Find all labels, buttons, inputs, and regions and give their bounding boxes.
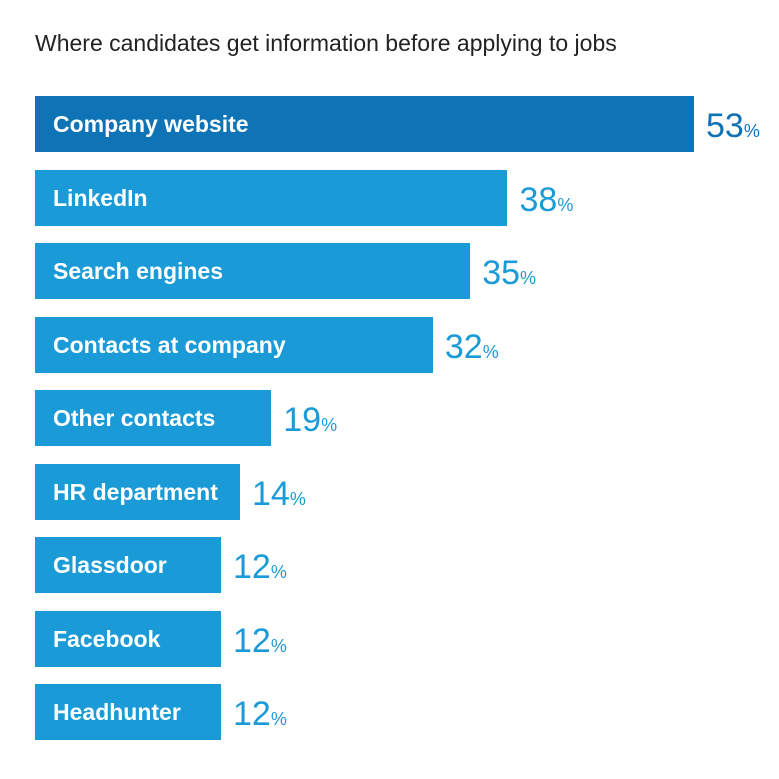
bar: Facebook xyxy=(35,610,221,667)
value-unit: % xyxy=(520,268,537,288)
value-label: 12% xyxy=(233,684,287,740)
value-number: 12 xyxy=(233,621,271,660)
chart-title: Where candidates get information before … xyxy=(35,30,617,56)
value-label: 12% xyxy=(233,611,287,667)
bar-label: Contacts at company xyxy=(53,331,286,358)
value-label: 32% xyxy=(445,317,499,373)
value-number: 38 xyxy=(519,180,558,219)
value-unit: % xyxy=(557,194,574,215)
value-unit: % xyxy=(321,415,338,435)
value-number: 35 xyxy=(482,254,521,292)
bar-label: Company website xyxy=(53,111,249,137)
value-number: 12 xyxy=(233,695,271,733)
bar-label: Headhunter xyxy=(53,699,181,725)
value-unit: % xyxy=(743,121,760,141)
value-unit: % xyxy=(482,341,499,362)
bar-label: Search engines xyxy=(53,258,224,284)
value-label: 19% xyxy=(283,390,337,446)
bar: Other contacts xyxy=(35,390,272,446)
value-number: 32 xyxy=(444,327,483,366)
value-number: 14 xyxy=(252,474,290,513)
bar: Company website xyxy=(35,96,694,152)
bar: Search engines xyxy=(35,243,471,299)
bar: HR department xyxy=(35,463,240,520)
bar-label: Other contacts xyxy=(53,405,216,431)
bar: LinkedIn xyxy=(35,169,508,226)
bar-label: LinkedIn xyxy=(53,184,148,211)
bar-label: Glassdoor xyxy=(53,552,167,578)
value-label: 12% xyxy=(233,537,287,593)
value-label: 53% xyxy=(706,96,760,152)
bar-label: HR department xyxy=(53,478,218,505)
bar: Glassdoor xyxy=(35,537,221,593)
value-number: 53 xyxy=(706,107,744,145)
bar-label: Facebook xyxy=(53,625,161,652)
bar: Headhunter xyxy=(35,684,221,740)
value-unit: % xyxy=(270,709,287,729)
value-label: 38% xyxy=(519,170,573,226)
value-label: 35% xyxy=(482,243,536,299)
value-unit: % xyxy=(270,562,287,582)
value-number: 19 xyxy=(283,401,322,439)
value-label: 14% xyxy=(252,464,306,520)
value-unit: % xyxy=(289,488,306,509)
value-number: 12 xyxy=(233,548,271,586)
value-unit: % xyxy=(270,635,287,656)
bar: Contacts at company xyxy=(35,316,433,373)
